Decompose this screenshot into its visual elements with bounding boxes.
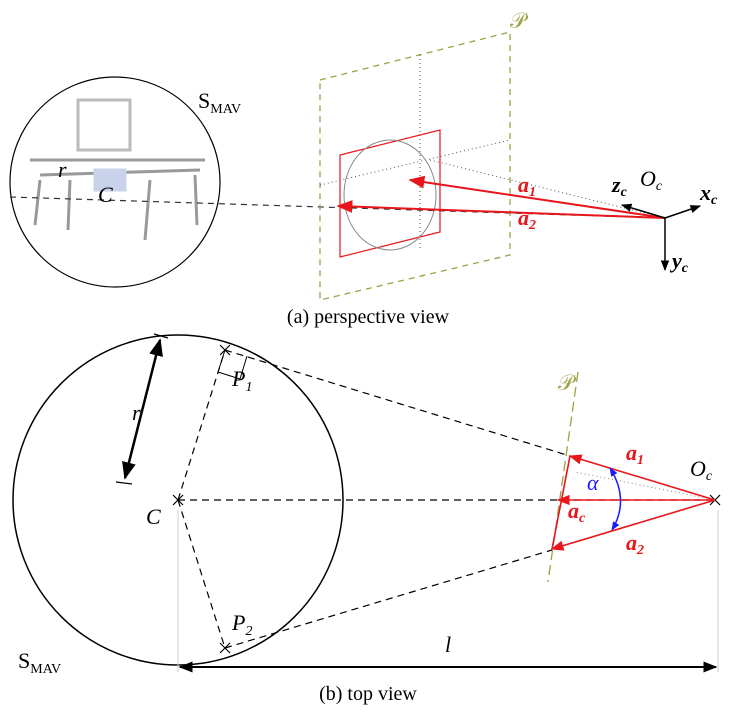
angle-label: α bbox=[587, 470, 599, 495]
caption: (b) top view bbox=[319, 683, 417, 705]
sphere-label: SMAV bbox=[198, 88, 241, 117]
axis bbox=[665, 206, 700, 218]
label-base: S bbox=[198, 88, 210, 113]
label-base: a bbox=[518, 205, 529, 230]
plane-label: 𝒫 bbox=[558, 370, 577, 395]
label-sub: 2 bbox=[245, 624, 252, 639]
ray-label: a1 bbox=[518, 172, 536, 200]
top-labels: r P1 C P2 SMAV 𝒫 a1 ac a2 α Oc l (b) top… bbox=[18, 366, 713, 705]
label-base: O bbox=[640, 166, 656, 191]
ray bbox=[338, 206, 665, 218]
label-base: a bbox=[626, 440, 637, 465]
ray-label: a2 bbox=[518, 205, 536, 233]
projected-sphere bbox=[344, 140, 436, 250]
ray-label: a1 bbox=[626, 440, 644, 468]
label-sub: 2 bbox=[636, 543, 644, 558]
label-sub: 1 bbox=[529, 185, 536, 200]
label-sub: MAV bbox=[210, 102, 241, 117]
axis-label: yc bbox=[669, 248, 689, 276]
label-sub: 1 bbox=[245, 380, 252, 395]
caption: (a) perspective view bbox=[287, 306, 450, 328]
label-sub: 1 bbox=[637, 453, 644, 468]
label-base: a bbox=[626, 530, 637, 555]
distance-label: l bbox=[445, 632, 451, 657]
plane-label: 𝒫 bbox=[510, 8, 529, 33]
radius-label: r bbox=[132, 400, 141, 425]
perspective-view bbox=[10, 32, 700, 300]
label-base: x bbox=[699, 180, 711, 205]
label-base: P bbox=[231, 610, 245, 635]
origin-label: Oc bbox=[690, 456, 713, 484]
origin-label: Oc bbox=[640, 166, 663, 194]
radius-arrow bbox=[125, 340, 160, 478]
label-base: a bbox=[568, 498, 579, 523]
image-plane bbox=[320, 32, 510, 300]
image-plane bbox=[548, 372, 578, 582]
label-sub: c bbox=[711, 193, 718, 208]
point-label: P2 bbox=[231, 610, 252, 639]
axis-label: zc bbox=[611, 172, 628, 200]
label-base: P bbox=[231, 366, 245, 391]
label-sub: MAV bbox=[30, 662, 61, 677]
drone bbox=[30, 100, 205, 240]
top-view bbox=[13, 334, 720, 672]
label-base: z bbox=[611, 172, 621, 197]
axis-label: xc bbox=[699, 180, 718, 208]
label-base: a bbox=[518, 172, 529, 197]
projection-window bbox=[340, 130, 440, 257]
sphere-label: SMAV bbox=[18, 648, 61, 677]
angle-arc bbox=[610, 468, 621, 530]
perspective-labels: SMAV r C 𝒫 a1 a2 Oc xc yc zc (a) perspec… bbox=[58, 8, 718, 328]
label-base: S bbox=[18, 648, 30, 673]
center-label: C bbox=[98, 182, 113, 207]
label-base: O bbox=[690, 456, 706, 481]
center-label: C bbox=[146, 504, 161, 529]
label-sub: c bbox=[579, 511, 586, 526]
label-base: y bbox=[669, 248, 682, 273]
label-sub: c bbox=[706, 469, 713, 484]
ray-label: a2 bbox=[626, 530, 644, 558]
label-sub: c bbox=[682, 261, 689, 276]
label-sub: c bbox=[656, 179, 663, 194]
point-label: P1 bbox=[231, 366, 252, 395]
ray-label: ac bbox=[568, 498, 586, 526]
label-sub: c bbox=[621, 185, 628, 200]
radius-label: r bbox=[58, 157, 67, 182]
label-sub: 2 bbox=[528, 218, 536, 233]
diagram: SMAV r C 𝒫 a1 a2 Oc xc yc zc (a) perspec… bbox=[0, 0, 737, 715]
